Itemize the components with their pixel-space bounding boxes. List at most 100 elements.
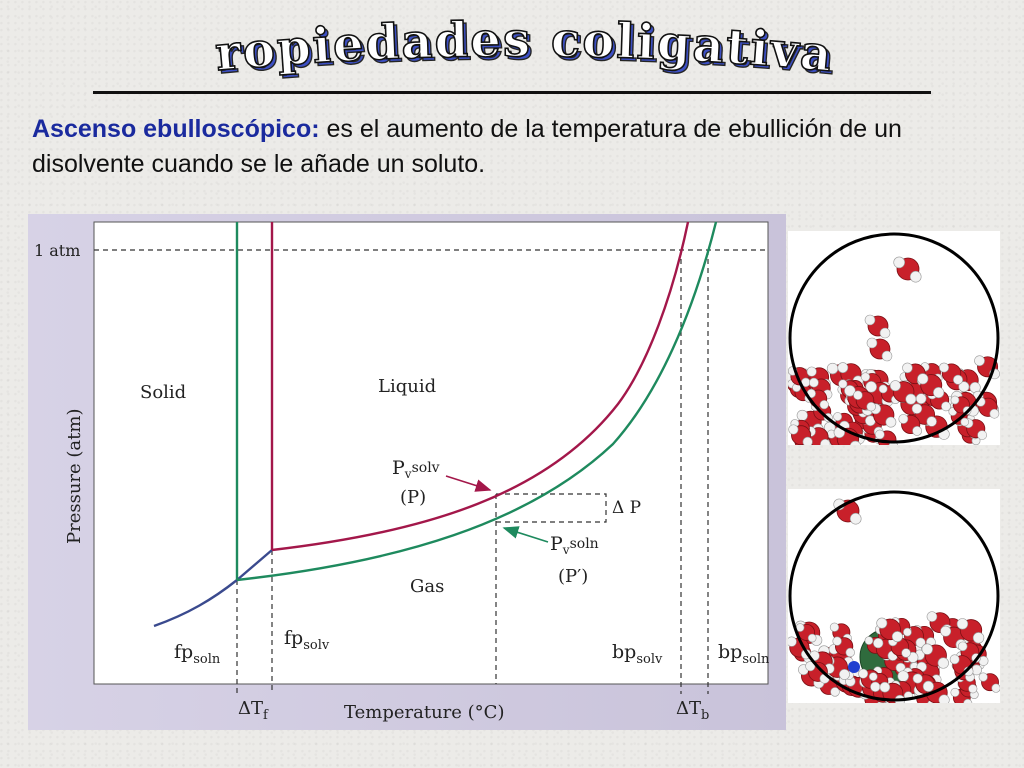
hydrogen-atom: [889, 380, 901, 392]
hydrogen-atom: [939, 362, 949, 373]
hydrogen-atom: [837, 362, 849, 374]
hydrogen-atom: [915, 637, 926, 648]
molecules-top-svg: [788, 231, 1000, 445]
hydrogen-atom: [849, 440, 861, 445]
plot-area: [93, 221, 769, 685]
hydrogen-atom: [938, 694, 950, 703]
hydrogen-atom: [978, 672, 988, 682]
hydrogen-atom: [868, 672, 878, 681]
hydrogen-atom: [911, 403, 923, 414]
hydrogen-atom: [960, 417, 970, 427]
hydrogen-atom: [875, 429, 885, 440]
title-text: Propiedades coligativas: [190, 6, 835, 84]
hydrogen-atom: [796, 409, 808, 421]
hydrogen-atom: [909, 270, 922, 283]
hydrogen-atom: [865, 381, 877, 393]
hydrogen-atom: [989, 408, 1000, 419]
hydrogen-atom: [830, 687, 840, 697]
hydrogen-atom: [806, 366, 817, 377]
pv-solv-label: Pvsolv: [392, 457, 440, 481]
hydrogen-atom: [974, 355, 985, 367]
hydrogen-atom: [858, 668, 869, 679]
hydrogen-atom: [949, 654, 960, 665]
hydrogen-atom: [912, 425, 922, 436]
x-axis-label: Temperature (°C): [344, 702, 504, 723]
sublimation-curve-solvent: [236, 549, 273, 581]
hydrogen-atom: [860, 372, 871, 382]
hydrogen-atom: [845, 647, 855, 658]
region-liquid: Liquid: [378, 376, 436, 397]
slide-title: Propiedades coligativas Propiedades coli…: [190, 6, 850, 86]
hydrogen-atom: [958, 381, 970, 393]
molecules-bottom-svg: [788, 489, 1000, 703]
hydrogen-atom: [921, 643, 933, 655]
hydrogen-atom: [866, 337, 878, 349]
hydrogen-atom: [891, 631, 903, 643]
hydrogen-atom: [829, 622, 840, 632]
hydrogen-atom: [881, 350, 893, 362]
solution-molecules: [788, 498, 1000, 703]
hydrogen-atom: [905, 393, 917, 405]
hydrogen-atom: [950, 395, 960, 405]
hydrogen-atom: [839, 668, 850, 680]
y-axis-label: Pressure (atm): [64, 409, 85, 545]
hydrogen-atom: [968, 684, 978, 694]
solution-vapor-curve: [236, 221, 718, 582]
hydrogen-atom: [878, 384, 888, 394]
hydrogen-atom: [977, 430, 987, 440]
hydrogen-atom: [903, 627, 912, 637]
hydrogen-atom: [956, 618, 969, 630]
one-atm-label: 1 atm: [34, 241, 80, 260]
solute-small-ion: [848, 661, 860, 673]
hydrogen-atom: [933, 386, 945, 399]
hydrogen-atom: [901, 648, 911, 658]
hydrogen-atom: [876, 617, 888, 629]
container-circle: [788, 232, 1000, 444]
fp-soln-label: fpsoln: [174, 641, 221, 667]
region-solid: Solid: [140, 382, 186, 403]
hydrogen-atom: [937, 657, 949, 669]
hydrogen-atom: [807, 633, 817, 643]
title-graphic: Propiedades coligativas Propiedades coli…: [190, 6, 838, 86]
pv-solv-symbol: (P): [400, 487, 426, 508]
hydrogen-atom: [897, 670, 909, 682]
hydrogen-atom: [941, 401, 951, 412]
hydrogen-atom: [912, 673, 923, 684]
pv-soln-label: Pvsoln: [550, 533, 599, 557]
hydrogen-atom: [898, 414, 909, 424]
definition-term: Ascenso ebulloscópico:: [32, 115, 320, 143]
hydrogen-atom: [870, 681, 881, 692]
pv-soln-arrow: [502, 526, 549, 543]
hydrogen-atom: [885, 416, 897, 428]
delta-tb-label: ΔTb: [676, 698, 709, 723]
hydrogen-atom: [809, 377, 819, 388]
delta-p-label: Δ P: [612, 498, 641, 518]
hydrogen-atom: [833, 412, 843, 422]
hydrogen-atom: [991, 683, 1000, 693]
hydrogen-atom: [788, 424, 799, 435]
hydrogen-atom: [826, 362, 839, 375]
hydrogen-atom: [879, 327, 891, 339]
hydrogen-atom: [953, 374, 963, 385]
hydrogen-atom: [838, 379, 848, 389]
hydrogen-atom: [832, 636, 842, 646]
solvent-vapor-curve: [271, 221, 690, 552]
sublimation-curve: [153, 579, 238, 628]
hydrogen-atom: [805, 661, 816, 672]
pure-solvent-molecules-image: [788, 231, 1000, 445]
hydrogen-atom: [853, 390, 863, 400]
hydrogen-atom: [972, 632, 985, 644]
title-underline: [93, 91, 931, 94]
bp-soln-label: bpsoln: [718, 641, 770, 667]
hydrogen-atom: [788, 636, 797, 647]
svg-text:Propiedades coligativas: Propiedades coligativas: [190, 6, 836, 83]
hydrogen-atom: [922, 680, 934, 692]
pv-soln-symbol: (P′): [558, 566, 588, 587]
fp-solv-label: fpsolv: [284, 627, 330, 653]
definition-paragraph: Ascenso ebulloscópico: es el aumento de …: [32, 112, 992, 182]
hydrogen-atom: [819, 400, 829, 410]
container-circle: [788, 490, 1000, 702]
hydrogen-atom: [926, 416, 937, 427]
hydrogen-atom: [957, 641, 968, 652]
hydrogen-atom: [864, 314, 876, 326]
